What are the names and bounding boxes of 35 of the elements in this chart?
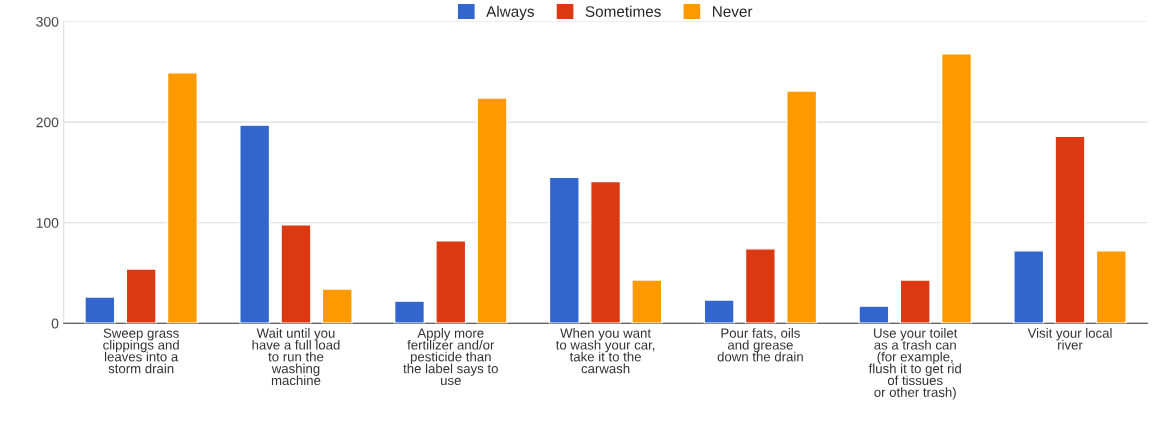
bar (239, 124, 271, 324)
bar (280, 223, 312, 324)
y-tick-label: 100 (36, 218, 59, 228)
bar (548, 176, 580, 324)
bar (84, 296, 116, 324)
bar (899, 279, 931, 324)
x-tick-label: Apply more fertilizer and/or pesticide than the label says to use (403, 328, 498, 386)
bar (1095, 250, 1127, 324)
bar (393, 300, 426, 324)
x-tick-label: When you want to wash your car, take it to the carwash (555, 328, 655, 374)
x-tick-label: Pour fats, oils and grease down the drain (717, 328, 803, 362)
y-tick-label: 300 (36, 16, 59, 27)
legend-label: Never (713, 6, 753, 17)
x-tick-label: Use your toilet as a trash can (for example, flush it to get rid of tissues or other trash) (868, 328, 961, 400)
bar (166, 72, 198, 324)
x-tick-label: Wait until you have a full load to run the washing machine (252, 328, 340, 386)
bar (631, 279, 663, 324)
bar (321, 288, 353, 324)
bar (125, 268, 157, 324)
y-tick-label: 200 (36, 117, 59, 128)
bar (590, 180, 622, 324)
bar (703, 299, 735, 324)
x-tick-label: Sweep grass clippings and leaves into a storm drain (103, 328, 179, 374)
bar (744, 248, 776, 324)
bar (940, 53, 973, 324)
legend-label: Sometimes (585, 5, 661, 17)
bar (1013, 250, 1045, 324)
legend-label: Always (486, 5, 534, 20)
bar (476, 97, 508, 324)
x-tick-label: Visit your local river (1027, 328, 1112, 350)
bar (435, 240, 467, 324)
bar (1054, 135, 1086, 324)
bar (786, 90, 818, 324)
y-tick-label: 0 (51, 318, 59, 329)
bar (858, 305, 890, 324)
